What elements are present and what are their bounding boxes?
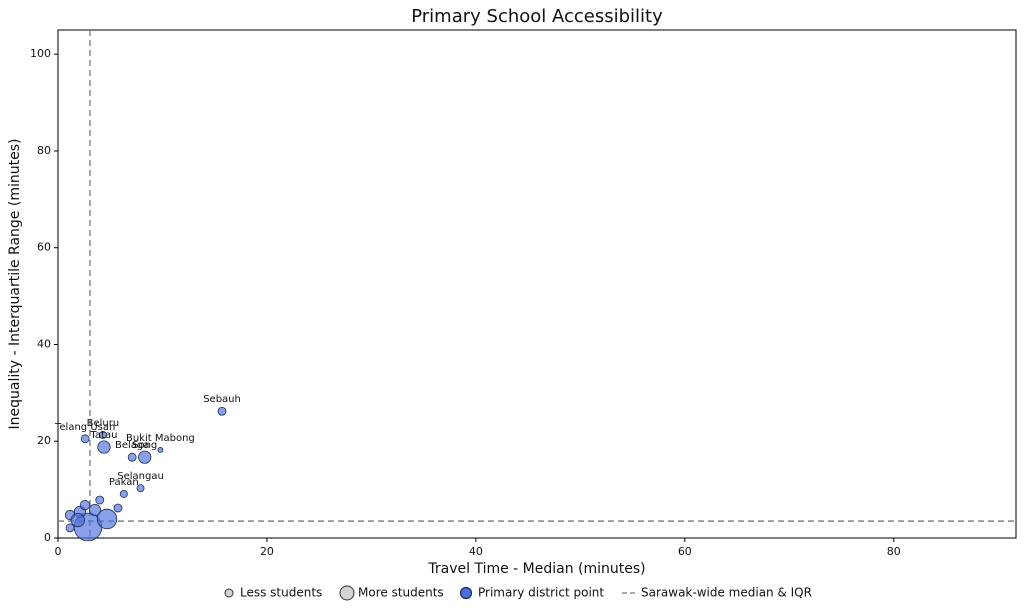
district-point: [98, 430, 107, 439]
legend-label: Primary district point: [478, 586, 604, 600]
plot-frame: [57, 29, 1017, 539]
y-axis-label: Inequality - Interquartile Range (minute…: [7, 139, 23, 430]
x-tick-label: 0: [55, 545, 62, 558]
point-label: Bukit Mabong: [126, 433, 195, 444]
district-point: [79, 499, 91, 511]
district-point: [88, 503, 102, 516]
chart-title: Primary School Accessibility: [411, 6, 663, 27]
legend-marker: [224, 588, 234, 598]
point-label: Pakan: [109, 477, 139, 488]
point-label: Beluru: [87, 418, 120, 429]
point-label: Telang Usan: [54, 422, 115, 433]
legend-label: Sarawak-wide median & IQR: [641, 586, 812, 600]
district-point: [119, 489, 128, 498]
district-point: [157, 447, 164, 453]
district-point: [127, 452, 137, 462]
district-point: [113, 503, 123, 513]
point-label: Selangau: [117, 471, 164, 482]
point-label: Belaga: [115, 440, 149, 451]
y-tick-label: 60: [37, 241, 51, 254]
legend-marker: [339, 585, 355, 601]
district-point: [95, 495, 105, 505]
district-point: [138, 450, 152, 464]
x-tick-label: 60: [678, 545, 692, 558]
y-tick-label: 0: [44, 531, 51, 544]
point-label: Tatau: [89, 430, 117, 441]
x-axis-label: Travel Time - Median (minutes): [427, 561, 645, 577]
x-tick-label: 20: [260, 545, 274, 558]
y-tick-label: 20: [37, 434, 51, 447]
district-point: [80, 434, 90, 444]
point-label: Song: [132, 440, 157, 451]
y-tick-label: 40: [37, 337, 51, 350]
point-label: Sebauh: [203, 394, 241, 405]
y-tick-label: 80: [37, 144, 51, 157]
district-point: [97, 440, 111, 454]
district-point: [70, 513, 85, 528]
legend-label: More students: [358, 586, 444, 600]
district-point: [96, 508, 118, 530]
x-tick-label: 40: [469, 545, 483, 558]
district-point: [65, 523, 75, 533]
x-tick-label: 80: [887, 545, 901, 558]
y-tick-label: 100: [30, 47, 51, 60]
legend-marker: [459, 586, 473, 600]
district-point: [136, 484, 145, 493]
legend-label: Less students: [240, 586, 322, 600]
district-point: [217, 406, 227, 416]
